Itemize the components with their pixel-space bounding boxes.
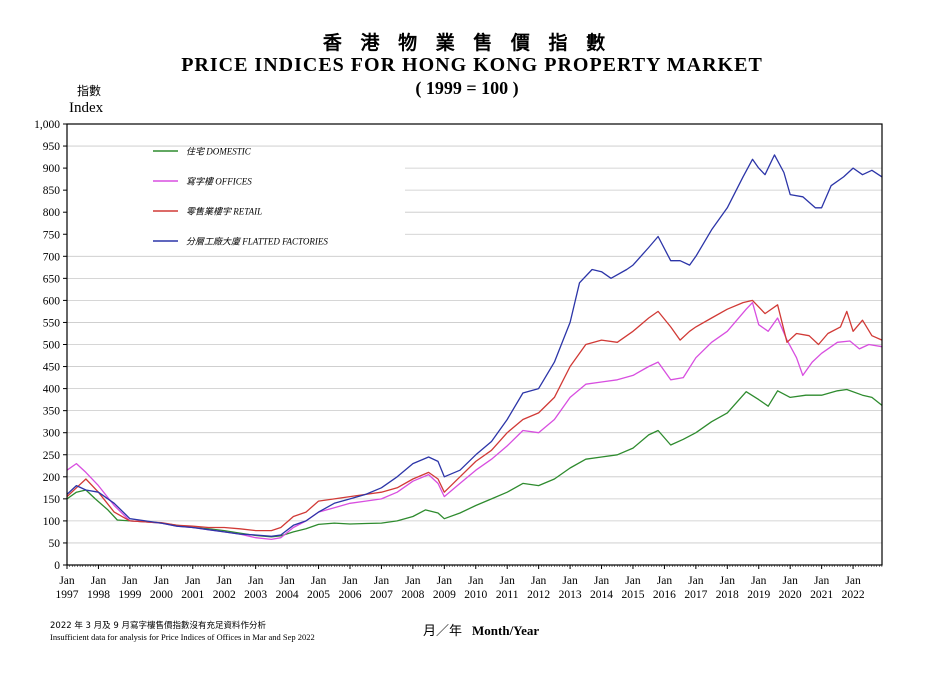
y-tick-label: 650 <box>43 273 61 285</box>
footnote-en: Insufficient data for analysis for Price… <box>50 632 315 642</box>
legend-label-3: 分層工廠大廈 FLATTED FACTORIES <box>186 237 328 247</box>
x-tick-year: 2008 <box>401 589 424 601</box>
y-tick-label: 150 <box>43 494 61 506</box>
x-tick-month: Jan <box>688 575 704 587</box>
x-tick-year: 2021 <box>810 589 833 601</box>
legend-label-2: 零售業樓宇 RETAIL <box>186 207 262 217</box>
x-tick-year: 2013 <box>559 589 582 601</box>
footnote-zh: 2022 年 3 月及 9 月寫字樓售價指數沒有充足資料作分析 <box>50 621 266 631</box>
x-tick-year: 2020 <box>779 589 802 601</box>
y-tick-label: 50 <box>49 538 61 550</box>
x-tick-month: Jan <box>91 575 107 587</box>
y-tick-label: 750 <box>43 229 61 241</box>
y-tick-label: 600 <box>43 295 61 307</box>
y-tick-label: 950 <box>43 141 61 153</box>
x-axis-label-en: Month/Year <box>472 623 540 638</box>
y-tick-label: 450 <box>43 362 61 374</box>
x-tick-year: 1999 <box>118 589 141 601</box>
x-tick-year: 2006 <box>338 589 361 601</box>
x-tick-month: Jan <box>374 575 390 587</box>
y-tick-label: 850 <box>43 185 61 197</box>
x-tick-month: Jan <box>405 575 421 587</box>
x-tick-month: Jan <box>154 575 170 587</box>
y-tick-label: 700 <box>43 251 61 263</box>
x-tick-month: Jan <box>468 575 484 587</box>
y-tick-label: 300 <box>43 428 61 440</box>
x-tick-month: Jan <box>814 575 830 587</box>
x-tick-month: Jan <box>217 575 233 587</box>
chart-title-zh: 香 港 物 業 售 價 指 數 <box>322 32 612 54</box>
legend-label-0: 住宅 DOMESTIC <box>186 147 252 157</box>
x-tick-month: Jan <box>122 575 138 587</box>
y-tick-label: 350 <box>43 406 61 418</box>
chart-title-en: PRICE INDICES FOR HONG KONG PROPERTY MAR… <box>181 54 763 76</box>
x-tick-year: 2017 <box>684 589 707 601</box>
x-tick-year: 1997 <box>56 589 79 601</box>
chart-subtitle: ( 1999 = 100 ) <box>415 78 519 98</box>
x-tick-month: Jan <box>248 575 264 587</box>
x-tick-month: Jan <box>751 575 767 587</box>
x-tick-month: Jan <box>845 575 861 587</box>
y-tick-label: 100 <box>43 516 61 528</box>
series-line-3 <box>66 154 883 537</box>
plot-frame <box>66 123 883 566</box>
x-tick-month: Jan <box>279 575 295 587</box>
x-tick-year: 2010 <box>464 589 487 601</box>
x-tick-year: 2000 <box>150 589 173 601</box>
series-line-2 <box>66 299 883 532</box>
x-tick-month: Jan <box>531 575 547 587</box>
x-tick-year: 2003 <box>244 589 267 601</box>
y-tick-label: 550 <box>43 317 61 329</box>
x-tick-year: 2002 <box>213 589 236 601</box>
x-tick-year: 2004 <box>276 589 299 601</box>
y-tick-label: 250 <box>43 450 61 462</box>
x-tick-year: 2018 <box>716 589 739 601</box>
y-tick-label: 1,000 <box>34 119 60 131</box>
x-tick-month: Jan <box>625 575 641 587</box>
x-tick-year: 2009 <box>433 589 456 601</box>
x-tick-month: Jan <box>657 575 673 587</box>
x-tick-month: Jan <box>562 575 578 587</box>
x-tick-year: 2015 <box>621 589 644 601</box>
x-tick-year: 1998 <box>87 589 110 601</box>
x-tick-year: 2022 <box>842 589 865 601</box>
y-tick-label: 900 <box>43 163 61 175</box>
x-tick-year: 2012 <box>527 589 550 601</box>
x-tick-year: 2014 <box>590 589 613 601</box>
x-tick-month: Jan <box>185 575 201 587</box>
x-tick-year: 2019 <box>747 589 770 601</box>
x-tick-month: Jan <box>59 575 75 587</box>
x-axis-label-zh: 月／年 <box>423 624 463 639</box>
x-tick-year: 2007 <box>370 589 393 601</box>
x-tick-month: Jan <box>594 575 610 587</box>
series-line-1 <box>66 301 883 541</box>
y-axis-label: Index <box>69 100 104 116</box>
y-axis-label-zh: 指數 <box>77 84 102 98</box>
y-tick-label: 800 <box>43 207 61 219</box>
x-tick-month: Jan <box>437 575 453 587</box>
x-tick-year: 2016 <box>653 589 676 601</box>
x-tick-year: 2005 <box>307 589 330 601</box>
x-tick-month: Jan <box>720 575 736 587</box>
x-tick-month: Jan <box>342 575 358 587</box>
x-tick-year: 2001 <box>181 589 204 601</box>
x-tick-month: Jan <box>783 575 799 587</box>
y-tick-label: 200 <box>43 472 61 484</box>
x-tick-month: Jan <box>500 575 516 587</box>
y-tick-label: 400 <box>43 384 61 396</box>
y-tick-label: 0 <box>54 560 60 572</box>
y-tick-label: 500 <box>43 340 61 352</box>
x-tick-year: 2011 <box>496 589 519 601</box>
legend-label-1: 寫字樓 OFFICES <box>186 177 252 187</box>
x-axis-label: 月／年 Month/Year <box>423 620 539 639</box>
x-tick-month: Jan <box>311 575 327 587</box>
